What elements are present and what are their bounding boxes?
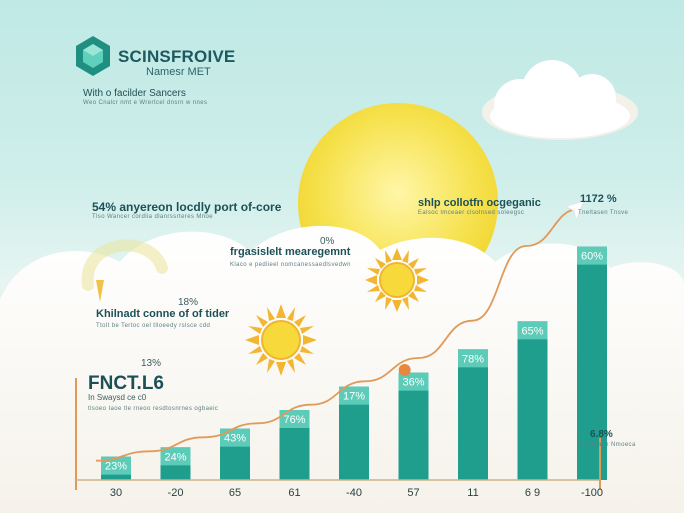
callout-5-pct: 18%: [178, 297, 199, 308]
callout-3-title: shlp collotfn ocgeganic: [418, 197, 541, 209]
bar-cap: [339, 386, 369, 405]
gold-arc-icon: [81, 239, 168, 302]
callout-6-sub: In Swaysd ce c0: [88, 393, 147, 402]
hexagon-cube-icon: [76, 36, 110, 76]
callout-6-pct: 13%: [141, 358, 162, 369]
bar: [458, 349, 488, 480]
callout-1-sub: Tlso Wancer cordlia dlanrssrteres Mnoe: [92, 214, 214, 220]
x-tick-label: -100: [581, 487, 603, 499]
callout-5-sub: Ttolt be Tertoc oel tlloeedy rslsce cdd: [96, 323, 211, 329]
bar-data-label: 43%: [224, 433, 246, 445]
callout-7-sub: Earaoacn Nmoeca: [580, 442, 636, 448]
x-tick-label: 6 9: [525, 487, 540, 499]
x-tick-label: -40: [346, 487, 362, 499]
callout-4-pct: 1172 %: [580, 193, 617, 205]
bar-cap: [398, 372, 429, 391]
bar-data-label: 36%: [402, 377, 424, 389]
trend-line: [95, 207, 581, 462]
bar: [517, 321, 548, 480]
bar-data-label: 65%: [521, 325, 543, 337]
bar-data-label: 17%: [343, 391, 365, 403]
brand-tagline-sub: Weo Cnalcr nmt e Wrertcel dnsrn w nnes: [83, 100, 208, 106]
x-tick-label: 57: [407, 487, 419, 499]
bar-data-label: 24%: [164, 451, 186, 463]
bar-data-label: 23%: [105, 461, 127, 473]
x-tick-label: 65: [229, 487, 241, 499]
brand-tagline: With o facilder Sancers: [83, 88, 186, 99]
x-tick-label: 11: [467, 487, 478, 499]
x-tick-label: 30: [110, 487, 122, 499]
callout-7-pct: 6.8%: [590, 429, 613, 440]
trend-point: [398, 364, 411, 376]
callout-6-sub-detail: tlsoeo Iaoe tle rneoo resdtosnrnes ogbae…: [88, 406, 219, 412]
x-tick-label: 61: [288, 487, 300, 499]
bar-data-label: 78%: [462, 353, 484, 365]
brand-subtitle: Namesr MET: [146, 66, 211, 78]
callout-5-title: Khilnadt conne of of tider: [96, 308, 230, 320]
bar-cap: [458, 349, 488, 368]
x-tick-label: -20: [168, 487, 184, 499]
bar-cap: [279, 410, 310, 428]
callout-4-sub: Tneltasen Tnsve: [578, 210, 629, 216]
callout-2-sub: Klaco e pedlieel nomcanessaedlsvedwn: [230, 262, 351, 268]
callout-2-pct: 0%: [320, 236, 335, 247]
callout-3-sub: Ealsoc lmceaer clsolnsed soleegsc: [418, 210, 525, 216]
bar-cap: [160, 447, 191, 466]
sun-icon: [245, 304, 317, 376]
bar-data-label: 60%: [581, 251, 603, 263]
callout-1-title: 54% anyereon locdly port of-core: [92, 200, 282, 214]
bar-cap: [220, 428, 250, 447]
bar-cap: [577, 246, 607, 265]
bar: [577, 246, 607, 480]
callout-2-title: frgasislelt mearegemnt: [230, 246, 351, 258]
callout-6-title: FNCT.L6: [88, 373, 164, 394]
arrow-head-icon: [564, 199, 585, 223]
bar-cap: [101, 456, 131, 475]
cloud-bank-icon: [0, 225, 684, 513]
bar-cap: [517, 321, 548, 340]
sun-icon: [365, 248, 429, 312]
bar-data-label: 76%: [283, 414, 305, 426]
brand-title: SCINSFROIVE: [118, 47, 236, 66]
cloud-icon: [482, 60, 638, 140]
